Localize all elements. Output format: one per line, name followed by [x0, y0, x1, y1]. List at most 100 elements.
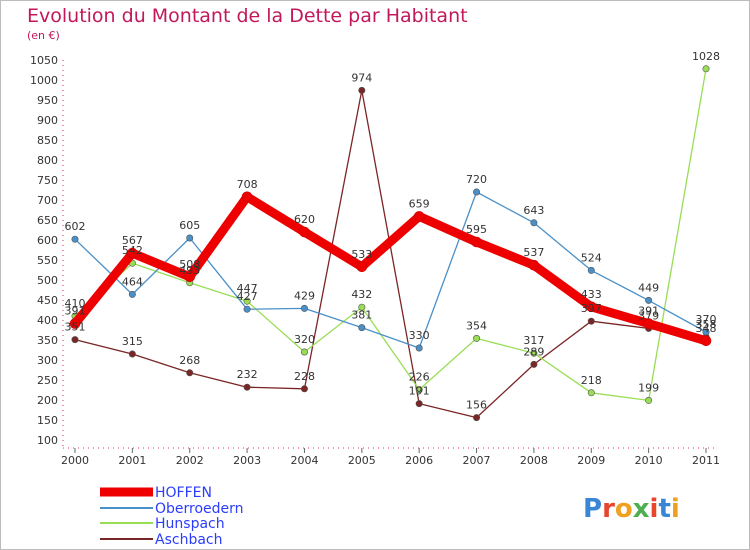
series-hunspach [71, 65, 710, 404]
y-tick-label: 900 [37, 114, 58, 127]
x-tick-label: 2003 [233, 454, 261, 467]
legend-label: HOFFEN [155, 485, 212, 501]
data-point [241, 191, 253, 203]
data-point [702, 65, 710, 73]
x-tick-label: 2009 [577, 454, 605, 467]
data-point [300, 385, 308, 393]
data-label: 391 [65, 305, 86, 318]
data-point [186, 234, 194, 242]
y-tick-label: 450 [37, 294, 58, 307]
data-point [300, 304, 308, 312]
data-label: 370 [696, 313, 717, 326]
y-tick-label: 750 [37, 174, 58, 187]
data-point [71, 235, 79, 243]
y-tick-label: 850 [37, 134, 58, 147]
data-label: 354 [466, 319, 487, 332]
data-point [702, 328, 710, 336]
data-label: 427 [237, 290, 258, 303]
data-point [413, 211, 425, 222]
data-label: 524 [581, 251, 602, 264]
legend-label: Oberroedern [155, 501, 244, 517]
data-point [415, 344, 423, 352]
data-label: 449 [638, 281, 659, 294]
y-tick-label: 1050 [30, 54, 58, 67]
data-label: 595 [466, 223, 487, 236]
data-label: 226 [409, 371, 430, 384]
data-point [415, 386, 423, 394]
data-label: 218 [581, 374, 602, 387]
series-layer [69, 65, 712, 422]
data-point [587, 317, 595, 325]
data-label: 720 [466, 173, 487, 186]
data-point [300, 348, 308, 356]
data-label: 228 [294, 370, 315, 383]
proxiti-logo: Proxiti [583, 494, 680, 524]
data-label: 330 [409, 329, 430, 342]
data-point [128, 290, 136, 298]
series-hoffen [69, 191, 712, 347]
data-point [299, 226, 310, 238]
data-label: 659 [409, 197, 430, 210]
y-tick-label: 400 [37, 314, 58, 327]
data-point [184, 271, 196, 283]
data-label: 432 [351, 288, 372, 301]
x-tick-label: 2000 [61, 454, 89, 467]
legend-label: Hunspach [155, 516, 225, 532]
data-label: 317 [523, 334, 544, 347]
data-point [243, 305, 251, 313]
axes: 100 150 200 250 300 350 400 450 500 550 600 650 700 7… [30, 54, 720, 467]
data-point [587, 389, 595, 397]
data-point [415, 400, 423, 408]
y-tick-label: 500 [37, 274, 58, 287]
data-point [530, 349, 538, 357]
y-tick-label: 800 [37, 154, 58, 167]
data-point [71, 336, 79, 344]
data-label: 268 [179, 354, 200, 367]
x-tick-label: 2011 [692, 454, 720, 467]
data-label: 708 [237, 178, 258, 191]
x-tick-label: 2004 [290, 454, 318, 467]
y-tick-label: 300 [37, 354, 58, 367]
data-label: 533 [351, 248, 372, 261]
data-point [530, 219, 538, 227]
data-point [700, 335, 712, 347]
data-label: 358 [696, 318, 717, 331]
data-label: 379 [638, 309, 659, 322]
chart-title: Evolution du Montant de la Dette par Hab… [27, 5, 468, 27]
y-tick-label: 200 [37, 394, 58, 407]
y-tick-label: 100 [37, 434, 58, 447]
series-line [74, 191, 707, 349]
data-label: 156 [466, 399, 487, 412]
data-label: 199 [638, 381, 659, 394]
data-label: 397 [581, 302, 602, 315]
data-label: 191 [409, 385, 430, 398]
data-point [128, 350, 136, 358]
data-label: 320 [294, 333, 315, 346]
data-label: 974 [351, 71, 372, 84]
series-line [74, 68, 707, 402]
y-tick-label: 600 [37, 234, 58, 247]
data-point [243, 383, 251, 391]
data-point [645, 396, 653, 404]
data-point [358, 86, 366, 94]
series-oberroedern [71, 188, 710, 352]
data-label: 232 [237, 368, 258, 381]
data-point [643, 318, 654, 329]
data-point [473, 188, 481, 196]
data-label: 493 [179, 264, 200, 277]
y-tick-label: 1000 [30, 74, 58, 87]
data-label: 605 [179, 219, 200, 232]
data-point [243, 297, 251, 305]
data-label: 643 [523, 204, 544, 217]
data-point [358, 303, 366, 311]
series-line [74, 89, 707, 419]
data-label: 348 [696, 322, 717, 335]
data-labels: 391 567 508 708 620 533 659 595 537 433 391 348 602 4… [65, 50, 721, 412]
data-label: 602 [65, 220, 86, 233]
data-label: 1028 [692, 50, 720, 63]
x-tick-label: 2006 [405, 454, 433, 467]
data-point [473, 414, 481, 422]
data-label: 351 [65, 321, 86, 334]
